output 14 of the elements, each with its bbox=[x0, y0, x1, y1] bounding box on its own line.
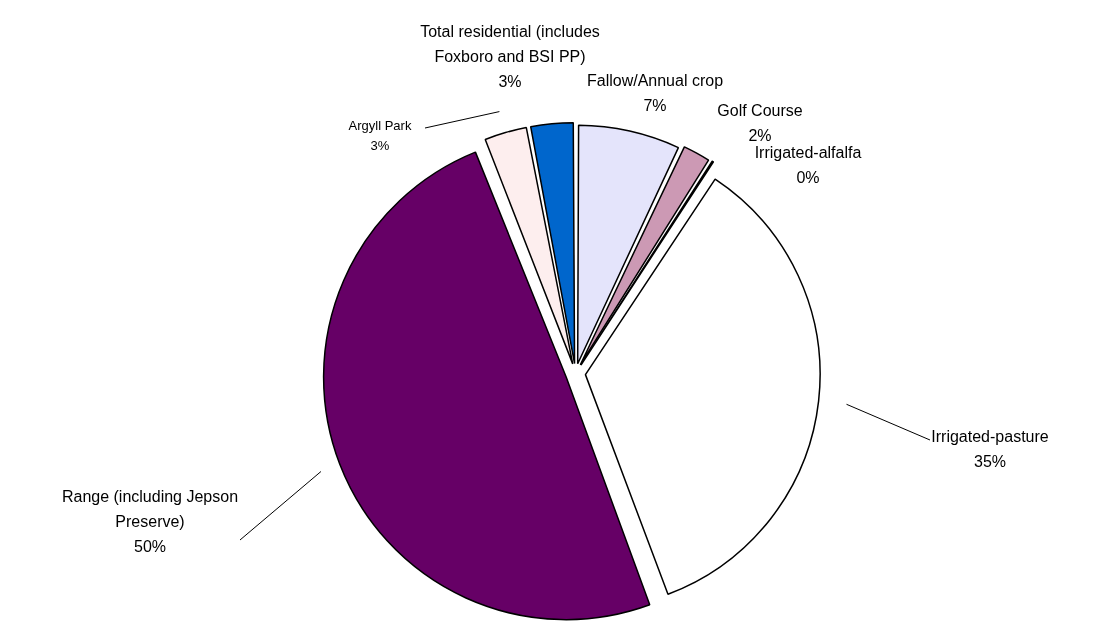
slice-label: Range (including Jepson Preserve) bbox=[61, 488, 239, 531]
data-label: 35% bbox=[973, 453, 1007, 471]
data-label: 3% bbox=[370, 138, 390, 154]
slice-label: Fallow/Annual crop bbox=[586, 72, 724, 90]
slice-label: Argyll Park bbox=[348, 118, 412, 134]
slice-label: Irrigated-pasture bbox=[931, 428, 1049, 446]
data-label: 3% bbox=[498, 73, 522, 91]
slice-label: Total residential (includes Foxboro and BSI PP) bbox=[420, 23, 600, 66]
slice-label: Golf Course bbox=[717, 102, 803, 120]
data-label: 0% bbox=[796, 169, 820, 187]
data-label: 50% bbox=[133, 538, 167, 556]
data-label: 2% bbox=[748, 127, 772, 145]
slice-label: Irrigated-alfalfa bbox=[754, 144, 862, 162]
data-label: 7% bbox=[643, 97, 667, 115]
